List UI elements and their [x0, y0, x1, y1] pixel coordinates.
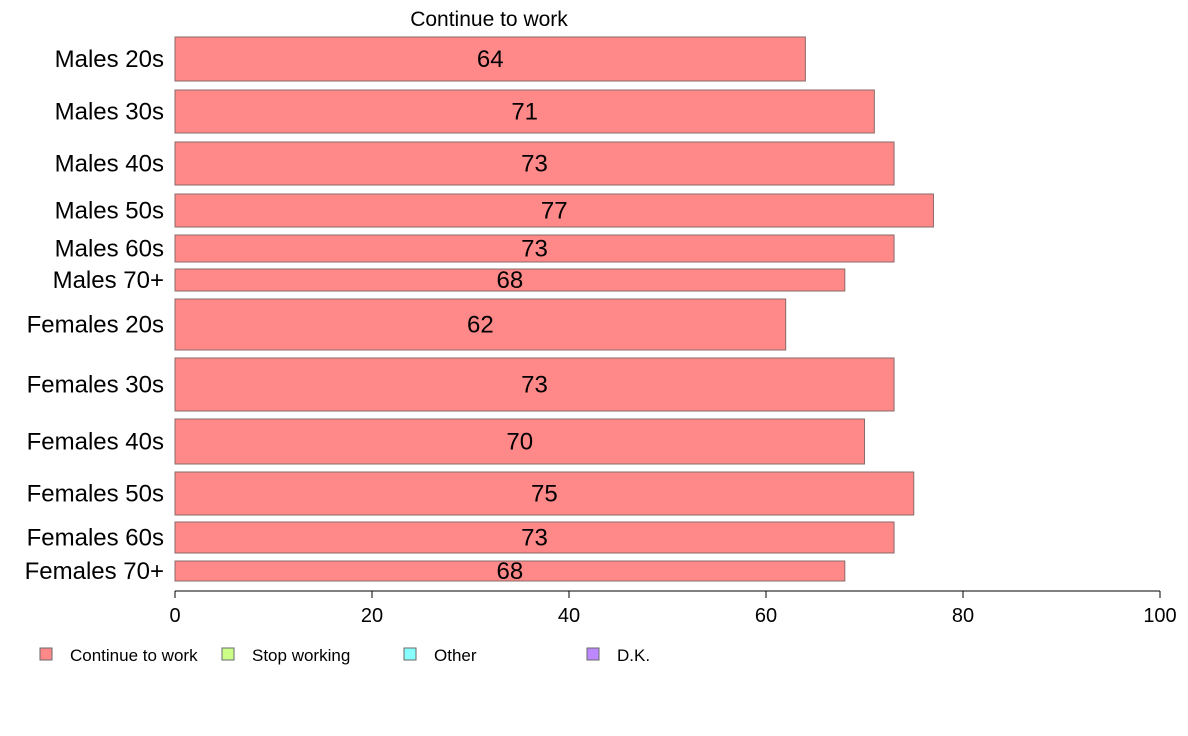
- bar: [174, 193, 934, 228]
- legend-swatch: [403, 647, 417, 661]
- legend-swatch: [586, 647, 600, 661]
- data-label: 64: [477, 46, 504, 73]
- data-label: 73: [521, 525, 548, 552]
- data-label: 77: [541, 198, 568, 225]
- x-tick-label: 80: [952, 605, 974, 627]
- data-label: 73: [521, 151, 548, 178]
- category-label: Males 60s: [55, 236, 164, 263]
- data-label: 70: [506, 429, 533, 456]
- bar: [174, 298, 787, 351]
- x-tick-label: 60: [755, 605, 777, 627]
- bar: [174, 36, 806, 82]
- bar: [174, 89, 875, 134]
- data-label: 75: [531, 481, 558, 508]
- category-label: Females 60s: [27, 525, 164, 552]
- bar: [174, 560, 846, 582]
- data-label: 71: [511, 99, 538, 126]
- data-label: 73: [521, 236, 548, 263]
- bar: [174, 521, 895, 554]
- category-label: Males 70+: [53, 267, 164, 294]
- legend-swatch: [39, 647, 53, 661]
- bar: [174, 141, 895, 186]
- legend-swatch: [221, 647, 235, 661]
- category-label: Males 30s: [55, 99, 164, 126]
- data-label: 62: [467, 312, 494, 339]
- data-label: 68: [497, 267, 524, 294]
- bar: [174, 234, 895, 263]
- bar: [174, 471, 915, 516]
- category-label: Females 70+: [25, 558, 164, 585]
- data-label: 73: [521, 372, 548, 399]
- bar: [174, 357, 895, 412]
- legend: Continue to work Stop working Other D.K.: [39, 646, 650, 665]
- category-label: Males 40s: [55, 151, 164, 178]
- bars-group: Males 20s 64 Males 30s 71 Males 40s 73 Males 5…: [25, 36, 934, 585]
- legend-label: Stop working: [252, 646, 350, 665]
- bar: [174, 418, 865, 465]
- legend-label: Continue to work: [70, 646, 198, 665]
- x-tick-label: 0: [169, 605, 180, 627]
- data-label: 68: [497, 558, 524, 585]
- category-label: Females 30s: [27, 372, 164, 399]
- x-tick-label: 40: [558, 605, 580, 627]
- x-tick-label: 100: [1143, 605, 1176, 627]
- legend-label: D.K.: [617, 646, 650, 665]
- category-label: Females 20s: [27, 312, 164, 339]
- chart-title: Continue to work: [410, 8, 568, 31]
- category-label: Males 50s: [55, 198, 164, 225]
- category-label: Females 40s: [27, 429, 164, 456]
- category-label: Males 20s: [55, 46, 164, 73]
- bar: [174, 268, 846, 292]
- x-tick-label: 20: [361, 605, 383, 627]
- category-label: Females 50s: [27, 481, 164, 508]
- x-axis: 0 20 40 60 80 100: [169, 590, 1177, 627]
- legend-label: Other: [434, 646, 477, 665]
